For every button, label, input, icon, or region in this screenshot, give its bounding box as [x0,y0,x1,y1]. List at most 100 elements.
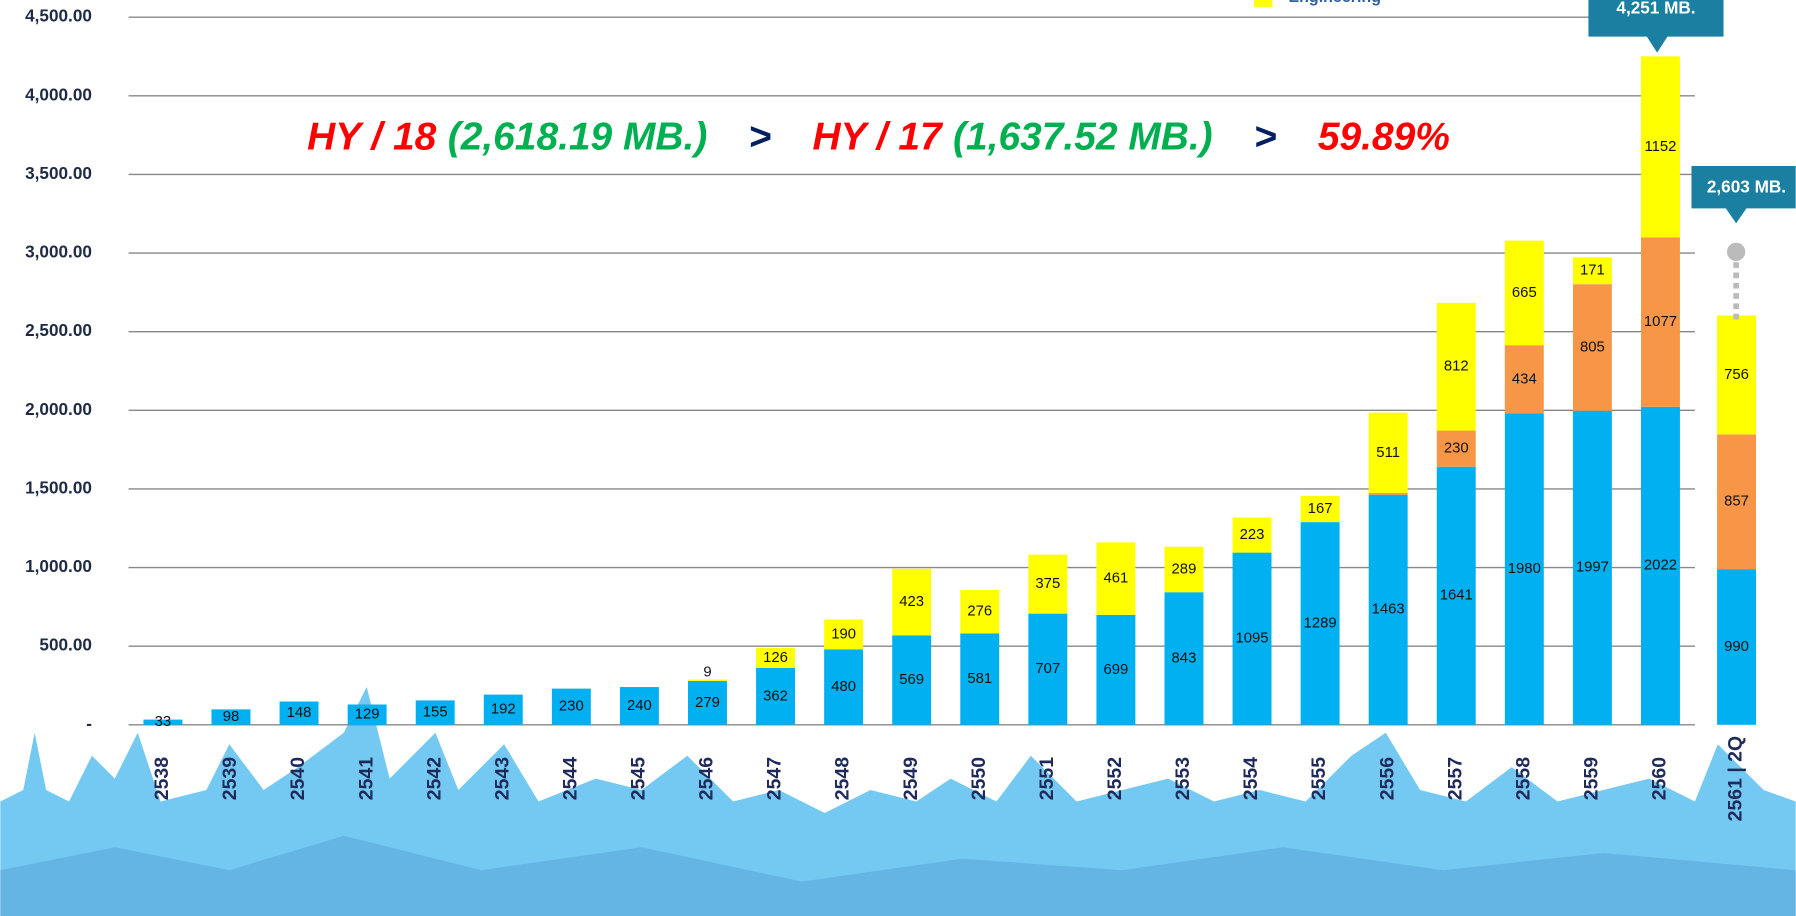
bar-segment [1164,546,1204,593]
x-tick-label: 2542 [423,757,445,800]
x-tick-label: 2558 [1512,757,1534,800]
y-tick-label: 4,000.00 [25,84,92,104]
value-label: 126 [763,650,788,666]
x-tick-label: 2557 [1444,757,1466,800]
callout-box [1691,166,1796,224]
callout-label: 2,603 MB. [1707,176,1786,196]
value-label: 289 [1172,561,1197,577]
y-tick-label: 500.00 [39,635,91,655]
bar-segment [1504,413,1544,725]
value-label: 1997 [1576,560,1609,576]
value-label: 167 [1308,501,1333,517]
value-label: 279 [695,695,720,711]
x-tick-label: 2544 [559,757,581,800]
value-label: 190 [831,626,856,642]
value-label: 1641 [1440,588,1473,604]
bar-segment [1717,315,1757,435]
value-label: 375 [1035,576,1060,592]
bar-segment [1436,430,1476,467]
bar-segment [960,590,1000,634]
value-label: 756 [1724,367,1749,383]
x-tick-label: 2555 [1308,757,1330,800]
value-label: 1077 [1644,314,1677,330]
y-tick-label: 1,000.00 [25,556,92,576]
y-tick-label: 3,500.00 [25,163,92,183]
x-tick-label: 2556 [1376,757,1398,800]
y-tick-label: 3,000.00 [25,242,92,262]
bar-segment [1096,614,1136,725]
bar-segment [1640,56,1680,238]
bar-segment [619,687,659,725]
value-label: 707 [1035,661,1060,677]
x-tick-label: 2561 | 2Q [1725,736,1747,821]
bar-segment [1436,466,1476,725]
value-label: 2022 [1644,558,1677,574]
legend-swatch [1254,0,1273,7]
x-tick-label: 2551 [1036,757,1058,800]
value-label: 33 [155,714,172,730]
bar-segment [1717,434,1757,570]
value-label: 192 [491,702,516,718]
skyline [0,687,1796,916]
callout-box [1588,0,1724,53]
bar-segment [1717,569,1757,725]
bar-segment [279,701,319,725]
headline-part: 59.89% [1318,116,1450,159]
value-label: 1152 [1644,139,1676,155]
callout-dot [1726,242,1746,262]
x-tick-label: 2545 [628,757,650,800]
value-label: 1980 [1508,561,1541,577]
value-label: 461 [1103,571,1128,587]
value-label: 230 [1444,441,1469,457]
bar-segment [688,680,727,725]
x-tick-label: 2559 [1581,757,1603,800]
bar-segment [415,700,455,725]
value-label: 171 [1580,263,1605,279]
value-label: 223 [1240,527,1265,543]
value-label: 230 [559,699,584,715]
value-label: 665 [1512,285,1537,301]
value-label: 423 [899,594,924,610]
bar-segment [1572,257,1612,285]
bar-segment [1300,522,1340,725]
value-label: 480 [831,679,856,695]
headline-part: (2,618.19 MB.) [448,116,708,159]
value-label: 581 [967,671,992,687]
bar-segment [1368,493,1408,495]
value-label: 148 [287,705,312,721]
bar-segment [824,649,864,725]
bar-segment [824,619,864,650]
bar-segment [1368,412,1408,494]
bar-segment [1164,592,1204,725]
x-tick-label: 2550 [968,757,990,800]
bar-segment [756,667,796,725]
headline-part: HY / 17 [813,116,944,159]
bar-segment [143,719,183,725]
x-tick-label: 2538 [151,757,173,800]
bar-segment [892,635,932,725]
value-label: 240 [627,698,652,714]
bar-segment [960,633,1000,725]
value-label: 1095 [1235,631,1268,647]
y-tick-label: 2,500.00 [25,320,92,340]
headline-part: HY / 18 [307,116,436,159]
bar-segment [211,709,251,725]
value-label: 843 [1172,650,1197,666]
legend-label: Engineering [1288,0,1381,6]
y-tick-label: - [86,713,92,733]
x-tick-label: 2543 [491,757,513,800]
bar-segment [483,694,523,725]
x-tick-label: 2554 [1240,757,1262,800]
value-label: 511 [1376,445,1400,461]
bar-segment [1640,406,1680,725]
bar-segment [1640,237,1680,407]
bar-segment [1232,552,1272,725]
x-tick-label: 2560 [1649,757,1671,800]
value-label: 434 [1512,371,1537,387]
value-label: 276 [967,604,992,620]
value-label: 1289 [1304,615,1337,631]
x-tick-label: 2553 [1172,757,1194,800]
bar-segment [1096,542,1136,615]
bar-segment [1572,284,1612,411]
